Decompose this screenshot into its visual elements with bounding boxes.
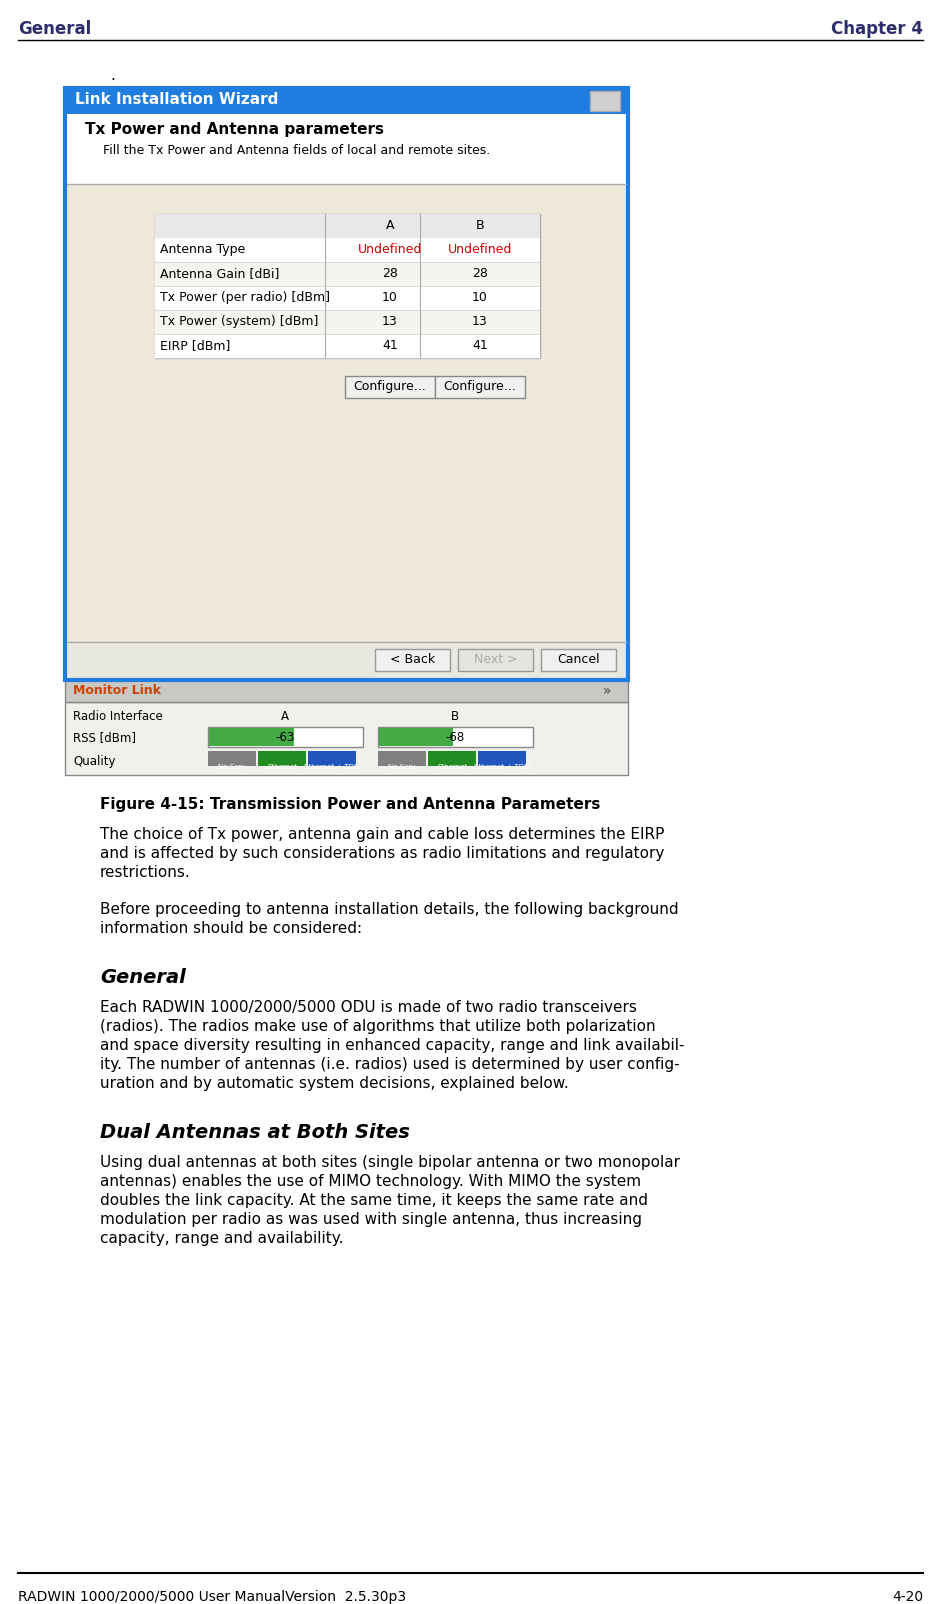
Text: 4-20: 4-20	[892, 1590, 923, 1604]
Bar	[155, 310, 540, 334]
Text: Undefined: Undefined	[448, 242, 512, 257]
Text: A: A	[386, 220, 394, 233]
Text: Chapter 4: Chapter 4	[831, 19, 923, 38]
Bar	[478, 751, 526, 767]
Text: Using dual antennas at both sites (single bipolar antenna or two monopolar: Using dual antennas at both sites (singl…	[100, 1155, 680, 1169]
Bar	[155, 213, 540, 237]
Text: Tx Power and Antenna parameters: Tx Power and Antenna parameters	[85, 122, 384, 136]
Text: .: .	[110, 67, 115, 83]
Text: General: General	[100, 967, 185, 986]
Text: Tx Power (per radio) [dBm]: Tx Power (per radio) [dBm]	[160, 290, 330, 305]
Text: RSS [dBm]: RSS [dBm]	[73, 731, 136, 744]
Text: Fill the Tx Power and Antenna fields of local and remote sites.: Fill the Tx Power and Antenna fields of …	[103, 144, 490, 157]
Text: Configure...: Configure...	[443, 380, 517, 393]
Text: Dual Antennas at Both Sites: Dual Antennas at Both Sites	[100, 1123, 410, 1142]
Text: Monitor Link: Monitor Link	[73, 683, 161, 698]
Text: Ethernet: Ethernet	[267, 764, 297, 770]
Text: 41: 41	[382, 338, 398, 351]
Text: Ethernet + TDM: Ethernet + TDM	[474, 764, 530, 770]
Bar	[541, 650, 616, 670]
Bar	[65, 88, 628, 114]
Text: The choice of Tx power, antenna gain and cable loss determines the EIRP: The choice of Tx power, antenna gain and…	[100, 828, 664, 842]
Text: Link Installation Wizard: Link Installation Wizard	[75, 91, 279, 107]
Bar	[155, 237, 540, 261]
Bar	[435, 375, 525, 398]
Bar	[308, 751, 356, 767]
Text: < Back: < Back	[390, 653, 435, 666]
Text: EIRP [dBm]: EIRP [dBm]	[160, 338, 231, 351]
Bar	[155, 213, 540, 358]
Text: Ethernet: Ethernet	[437, 764, 467, 770]
Bar	[379, 728, 453, 746]
Text: 41: 41	[472, 338, 487, 351]
Bar	[428, 751, 476, 767]
Bar	[378, 751, 426, 767]
Text: Tx Power (system) [dBm]: Tx Power (system) [dBm]	[160, 314, 318, 327]
Text: RADWIN 1000/2000/5000 User ManualVersion  2.5.30p3: RADWIN 1000/2000/5000 User ManualVersion…	[18, 1590, 407, 1604]
Text: 10: 10	[382, 290, 398, 305]
Bar	[378, 727, 533, 747]
Text: Quality: Quality	[73, 755, 116, 768]
Text: No Serv: No Serv	[218, 764, 246, 770]
Text: and space diversity resulting in enhanced capacity, range and link availabil-: and space diversity resulting in enhance…	[100, 1038, 684, 1052]
Text: -68: -68	[446, 731, 465, 744]
Bar	[375, 650, 450, 670]
Bar	[258, 751, 306, 767]
Bar	[590, 91, 620, 111]
Text: Figure 4-15: Transmission Power and Antenna Parameters: Figure 4-15: Transmission Power and Ante…	[100, 797, 600, 812]
Text: 28: 28	[472, 266, 488, 281]
Text: capacity, range and availability.: capacity, range and availability.	[100, 1230, 343, 1246]
Bar	[65, 88, 628, 680]
Text: 28: 28	[382, 266, 398, 281]
Text: Antenna Type: Antenna Type	[160, 242, 246, 257]
Bar	[155, 261, 540, 286]
Bar	[65, 680, 628, 703]
Text: A: A	[281, 711, 289, 723]
Text: 10: 10	[472, 290, 488, 305]
Bar	[208, 751, 256, 767]
Text: -63: -63	[276, 731, 295, 744]
Text: Cancel: Cancel	[557, 653, 599, 666]
Text: Configure...: Configure...	[354, 380, 426, 393]
Bar	[155, 334, 540, 358]
Bar	[67, 642, 626, 678]
Bar	[155, 286, 540, 310]
Bar	[458, 650, 533, 670]
Bar	[208, 727, 363, 747]
Text: information should be considered:: information should be considered:	[100, 921, 362, 937]
Text: 13: 13	[472, 314, 487, 327]
Bar	[65, 703, 628, 775]
Text: ity. The number of antennas (i.e. radios) used is determined by user config-: ity. The number of antennas (i.e. radios…	[100, 1057, 679, 1071]
Text: doubles the link capacity. At the same time, it keeps the same rate and: doubles the link capacity. At the same t…	[100, 1193, 648, 1208]
Bar	[209, 728, 294, 746]
Text: Each RADWIN 1000/2000/5000 ODU is made of two radio transceivers: Each RADWIN 1000/2000/5000 ODU is made o…	[100, 999, 637, 1015]
Text: No Serv: No Serv	[389, 764, 416, 770]
Text: B: B	[476, 220, 485, 233]
Bar	[67, 114, 626, 184]
Text: B: B	[451, 711, 459, 723]
Text: Undefined: Undefined	[358, 242, 423, 257]
Text: and is affected by such considerations as radio limitations and regulatory: and is affected by such considerations a…	[100, 845, 664, 861]
Text: (radios). The radios make use of algorithms that utilize both polarization: (radios). The radios make use of algorit…	[100, 1019, 656, 1035]
Text: 13: 13	[382, 314, 398, 327]
Text: Radio Interface: Radio Interface	[73, 711, 163, 723]
Text: General: General	[18, 19, 91, 38]
Text: restrictions.: restrictions.	[100, 865, 191, 881]
Bar	[345, 375, 435, 398]
Text: uration and by automatic system decisions, explained below.: uration and by automatic system decision…	[100, 1076, 568, 1091]
Text: antennas) enables the use of MIMO technology. With MIMO the system: antennas) enables the use of MIMO techno…	[100, 1174, 641, 1189]
Text: Next >: Next >	[473, 653, 518, 666]
Text: »: »	[603, 683, 612, 698]
Text: Antenna Gain [dBi]: Antenna Gain [dBi]	[160, 266, 279, 281]
Bar	[67, 184, 626, 678]
Text: Before proceeding to antenna installation details, the following background: Before proceeding to antenna installatio…	[100, 901, 678, 917]
Text: modulation per radio as was used with single antenna, thus increasing: modulation per radio as was used with si…	[100, 1213, 642, 1227]
Text: Ethernet + TDM: Ethernet + TDM	[304, 764, 360, 770]
